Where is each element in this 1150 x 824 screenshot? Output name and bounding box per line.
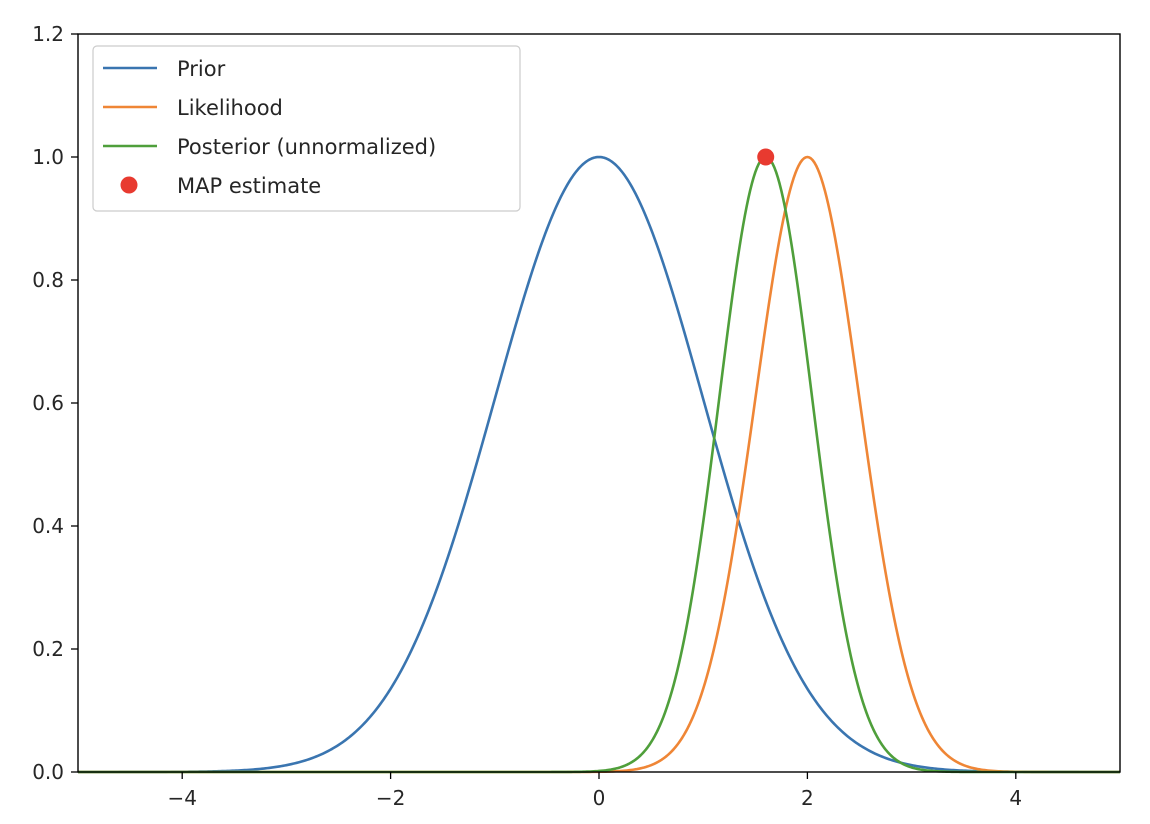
y-tick-label: 0.8 xyxy=(32,268,64,292)
legend-box xyxy=(92,45,521,212)
y-tick-label: 0.6 xyxy=(32,391,64,415)
legend-label: Likelihood xyxy=(177,96,283,120)
map-estimate-point xyxy=(757,148,775,166)
x-axis: −4 −2 0 2 4 xyxy=(167,772,1022,810)
y-tick-label: 0.2 xyxy=(32,637,64,661)
legend-label: Posterior (unnormalized) xyxy=(177,135,436,159)
y-tick-label: 1.0 xyxy=(32,145,64,169)
legend-label: MAP estimate xyxy=(177,174,321,198)
x-tick-label: −4 xyxy=(167,786,196,810)
y-tick-label: 1.2 xyxy=(32,22,64,46)
y-tick-label: 0.0 xyxy=(32,760,64,784)
series-line-0 xyxy=(78,155,1120,774)
x-tick-label: −2 xyxy=(376,786,405,810)
x-tick-label: 4 xyxy=(1009,786,1022,810)
y-tick-label: 0.4 xyxy=(32,514,64,538)
y-axis: 0.0 0.2 0.4 0.6 0.8 1.0 1.2 xyxy=(32,22,78,784)
legend-label: Prior xyxy=(177,57,226,81)
x-tick-label: 0 xyxy=(593,786,606,810)
marker-layer xyxy=(757,148,775,166)
legend-swatch xyxy=(120,176,138,194)
x-tick-label: 2 xyxy=(801,786,814,810)
legend: Prior Likelihood Posterior (unnormalized) M… xyxy=(92,45,521,212)
